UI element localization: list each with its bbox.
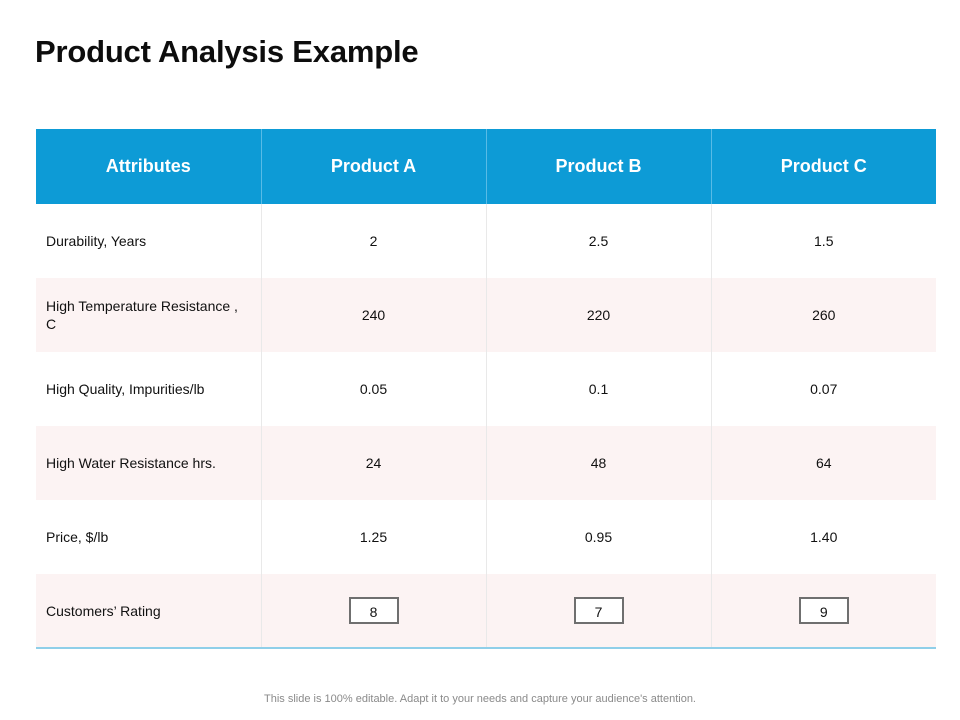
attribute-cell: High Water Resistance hrs. bbox=[36, 426, 262, 500]
value-cell-product-a: 1.25 bbox=[261, 500, 487, 574]
table-row: Durability, Years 2 2.5 1.5 bbox=[36, 204, 936, 278]
rating-box: 8 bbox=[348, 597, 399, 624]
value-cell-product-b: 2.5 bbox=[486, 204, 712, 278]
header-product-c: Product C bbox=[780, 156, 867, 176]
attribute-cell: Durability, Years bbox=[36, 204, 262, 278]
value-cell-product-a: 2 bbox=[261, 204, 487, 278]
value-cell-product-b: 0.95 bbox=[486, 500, 712, 574]
rating-cell-product-c: 9 bbox=[711, 574, 936, 648]
attribute-cell: High Quality, Impurities/lb bbox=[36, 352, 262, 426]
value-cell-product-a: 240 bbox=[261, 278, 487, 352]
rating-cell-product-b: 7 bbox=[486, 574, 712, 648]
table-row: Price, $/lb 1.25 0.95 1.40 bbox=[36, 500, 936, 574]
rating-box: 7 bbox=[573, 597, 624, 624]
rating-cell-product-a: 8 bbox=[261, 574, 487, 648]
table-row: High Temperature Resistance , C 240 220 … bbox=[36, 278, 936, 352]
value-cell-product-b: 0.1 bbox=[486, 352, 712, 426]
header-attributes: Attributes bbox=[36, 129, 262, 204]
footer-note: This slide is 100% editable. Adapt it to… bbox=[264, 693, 696, 705]
value-cell-product-a: 24 bbox=[261, 426, 487, 500]
product-analysis-table: Attributes Product A Product B Product C… bbox=[36, 129, 936, 649]
value-cell-product-a: 0.05 bbox=[261, 352, 487, 426]
value-cell-product-c: 64 bbox=[815, 455, 832, 471]
value-cell-product-c: 0.07 bbox=[810, 381, 838, 397]
value-cell-product-c: 1.5 bbox=[814, 233, 834, 249]
value-cell-product-b: 220 bbox=[486, 278, 712, 352]
rating-box: 9 bbox=[798, 597, 849, 624]
table-row: Customers’ Rating 8 7 9 bbox=[36, 574, 936, 648]
attribute-cell: High Temperature Resistance , C bbox=[36, 278, 262, 352]
table-row: High Quality, Impurities/lb 0.05 0.1 0.0… bbox=[36, 352, 936, 426]
attribute-cell: Customers’ Rating bbox=[36, 574, 262, 648]
value-cell-product-c: 1.40 bbox=[810, 529, 838, 545]
header-product-a: Product A bbox=[261, 129, 487, 204]
header-product-b: Product B bbox=[486, 129, 712, 204]
table-header-row: Attributes Product A Product B Product C bbox=[36, 129, 936, 204]
value-cell-product-b: 48 bbox=[486, 426, 712, 500]
table-row: High Water Resistance hrs. 24 48 64 bbox=[36, 426, 936, 500]
slide-title: Product Analysis Example bbox=[35, 34, 419, 69]
value-cell-product-c: 260 bbox=[812, 307, 836, 323]
attribute-cell: Price, $/lb bbox=[36, 500, 262, 574]
